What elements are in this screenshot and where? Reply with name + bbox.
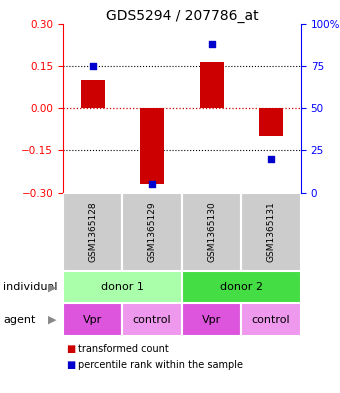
Bar — [200, 62, 224, 108]
Bar — [122, 303, 182, 336]
Bar — [63, 193, 122, 271]
Bar — [259, 108, 283, 136]
Bar — [63, 303, 122, 336]
Text: ▶: ▶ — [49, 282, 57, 292]
Bar — [63, 271, 182, 303]
Bar — [140, 108, 164, 184]
Bar — [122, 193, 182, 271]
Text: Vpr: Vpr — [83, 314, 102, 325]
Text: agent: agent — [3, 314, 36, 325]
Text: ■: ■ — [66, 360, 75, 370]
Text: Vpr: Vpr — [202, 314, 221, 325]
Text: control: control — [252, 314, 290, 325]
Point — [90, 63, 95, 69]
Text: donor 2: donor 2 — [220, 282, 263, 292]
Bar — [241, 303, 301, 336]
Text: percentile rank within the sample: percentile rank within the sample — [78, 360, 243, 370]
Bar — [182, 193, 241, 271]
Bar — [182, 303, 241, 336]
Bar — [241, 193, 301, 271]
Text: ■: ■ — [66, 344, 75, 354]
Text: individual: individual — [3, 282, 58, 292]
Text: donor 1: donor 1 — [101, 282, 144, 292]
Bar — [81, 80, 105, 108]
Point — [268, 156, 274, 162]
Text: GSM1365131: GSM1365131 — [267, 202, 276, 262]
Text: transformed count: transformed count — [78, 344, 169, 354]
Point — [209, 41, 214, 47]
Bar — [182, 271, 301, 303]
Text: GSM1365128: GSM1365128 — [88, 202, 97, 262]
Point — [149, 181, 155, 187]
Text: GSM1365129: GSM1365129 — [148, 202, 157, 262]
Text: GSM1365130: GSM1365130 — [207, 202, 216, 262]
Title: GDS5294 / 207786_at: GDS5294 / 207786_at — [106, 9, 258, 22]
Text: ▶: ▶ — [49, 314, 57, 325]
Text: control: control — [133, 314, 171, 325]
